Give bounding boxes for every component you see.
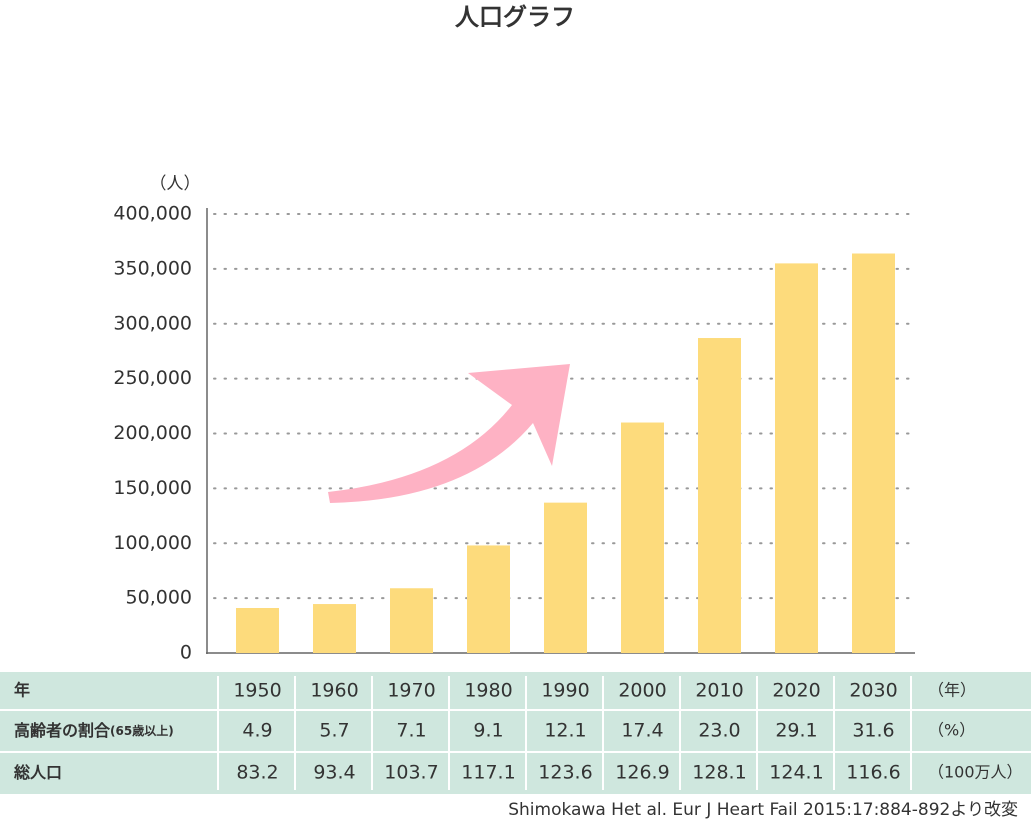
row-label-main: 総人口 xyxy=(13,763,62,782)
table-cell: 123.6 xyxy=(538,762,592,784)
table-year: 1970 xyxy=(387,680,435,702)
bar xyxy=(467,545,510,653)
table-background xyxy=(0,672,1031,794)
y-tick-label: 200,000 xyxy=(113,422,192,444)
y-unit: （人） xyxy=(150,174,201,194)
table-year: 1960 xyxy=(310,680,358,702)
chart-title: 人口グラフ xyxy=(454,3,575,31)
y-tick-label: 50,000 xyxy=(126,587,192,609)
table-cell: 23.0 xyxy=(698,720,740,742)
table-cell: 124.1 xyxy=(769,762,823,784)
table-cell: 117.1 xyxy=(461,762,515,784)
table-cell: 5.7 xyxy=(319,720,349,742)
table-cell: 17.4 xyxy=(621,720,663,742)
bar xyxy=(698,338,741,653)
table-year: 1990 xyxy=(541,680,589,702)
table-cell: 83.2 xyxy=(236,762,278,784)
table-cell: 31.6 xyxy=(852,720,894,742)
bar xyxy=(544,502,587,653)
table-cell: 93.4 xyxy=(313,762,355,784)
table-year: 2000 xyxy=(618,680,666,702)
bar xyxy=(236,608,279,653)
y-tick-label: 0 xyxy=(180,642,192,664)
table-year: 2030 xyxy=(849,680,897,702)
row-unit: （%） xyxy=(928,721,975,740)
table-cell: 9.1 xyxy=(473,720,503,742)
y-tick-label: 150,000 xyxy=(113,477,192,499)
table-cell: 29.1 xyxy=(775,720,817,742)
table-cell: 103.7 xyxy=(384,762,438,784)
bar xyxy=(621,422,664,653)
table-year: 2020 xyxy=(772,680,820,702)
trend-arrow xyxy=(328,364,570,503)
source: Shimokawa Het al. Eur J Heart Fail 2015:… xyxy=(508,800,1018,820)
row-unit: （年） xyxy=(928,681,976,700)
row-unit: （100万人） xyxy=(928,763,1023,782)
row-label: 高齢者の割合(65歳以上) xyxy=(14,721,174,740)
table-cell: 12.1 xyxy=(544,720,586,742)
bar xyxy=(852,253,895,653)
row-label: 年 xyxy=(14,681,30,700)
table-cell: 126.9 xyxy=(615,762,669,784)
y-tick-label: 250,000 xyxy=(113,367,192,389)
table-year: 2010 xyxy=(695,680,743,702)
y-tick-label: 350,000 xyxy=(113,257,192,279)
row-label-main: 高齢者の割合 xyxy=(14,721,111,740)
table-cell: 4.9 xyxy=(242,720,272,742)
table-year: 1950 xyxy=(233,680,281,702)
row-label-note: (65歳以上) xyxy=(110,723,174,738)
y-tick-label: 400,000 xyxy=(113,203,192,225)
table-cell: 128.1 xyxy=(692,762,746,784)
bar xyxy=(313,604,356,653)
bar xyxy=(390,588,433,653)
bar xyxy=(775,263,818,653)
table-year: 1980 xyxy=(464,680,512,702)
table-cell: 116.6 xyxy=(846,762,900,784)
y-tick-label: 100,000 xyxy=(113,532,192,554)
table-cell: 7.1 xyxy=(396,720,426,742)
row-label: 総人口 xyxy=(13,763,62,782)
y-tick-label: 300,000 xyxy=(113,312,192,334)
